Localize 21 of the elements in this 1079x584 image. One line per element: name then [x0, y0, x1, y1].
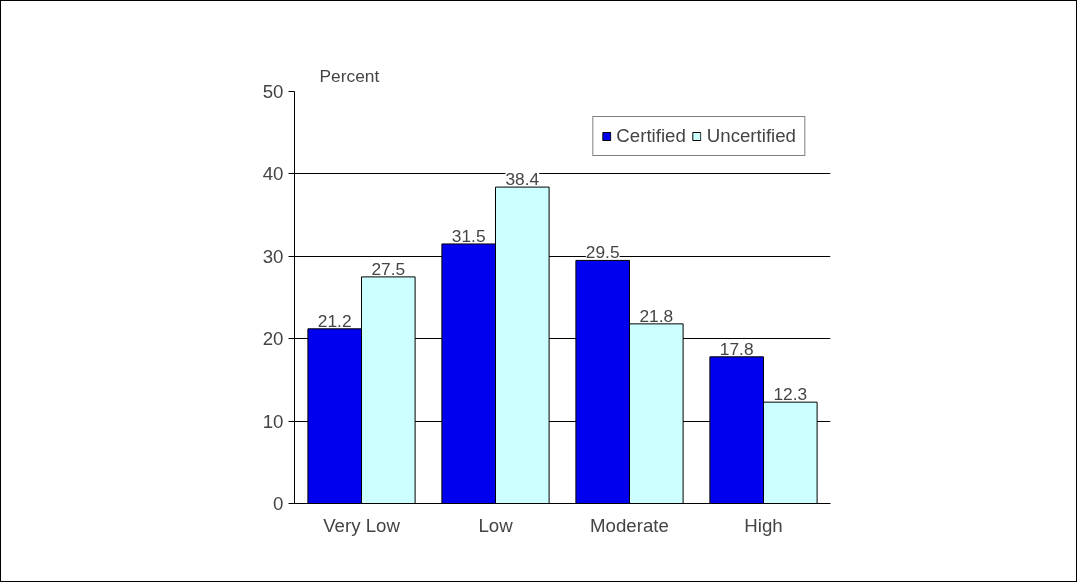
data-label: 31.5 — [451, 225, 486, 246]
y-tick-label: 10 — [262, 410, 284, 432]
x-tick-label: Moderate — [590, 514, 669, 536]
data-label: 21.8 — [639, 305, 674, 326]
data-label: 12.3 — [773, 384, 808, 405]
data-label: 17.8 — [719, 338, 754, 359]
legend-label: Uncertified — [706, 125, 796, 147]
y-tick-label: 0 — [273, 493, 284, 514]
x-tick-label: Low — [478, 514, 514, 536]
x-tick-label: High — [744, 514, 783, 536]
y-axis-title: Percent — [319, 65, 380, 86]
data-label: 21.2 — [317, 310, 352, 331]
y-tick-label: 50 — [262, 81, 284, 102]
data-label: 38.4 — [505, 169, 540, 190]
data-label: 29.5 — [585, 242, 620, 263]
x-tick-label: Very Low — [323, 514, 401, 536]
legend-label: Certified — [616, 125, 686, 147]
y-tick-label: 40 — [262, 163, 284, 185]
data-label: 27.5 — [371, 258, 406, 279]
y-tick-label: 20 — [262, 328, 284, 350]
y-tick-label: 30 — [262, 245, 284, 267]
